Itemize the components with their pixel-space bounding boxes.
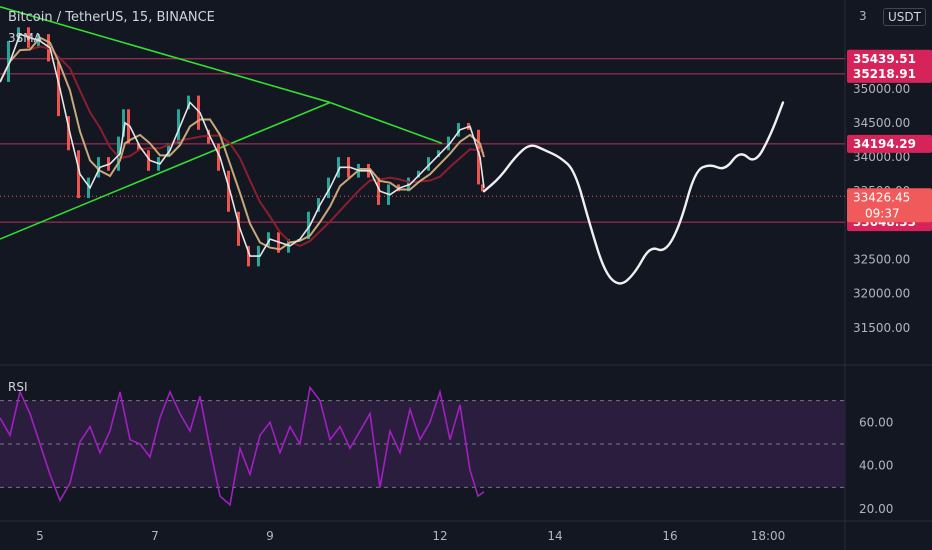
time-tick-label-0: 5 [36, 529, 44, 543]
time-tick-label-2: 9 [266, 529, 274, 543]
level-tag-label-1: 35218.91 [853, 67, 916, 81]
candle-50 [481, 184, 484, 192]
candle-45 [437, 150, 440, 158]
symbol-title: Bitcoin / TetherUS, 15, BINANCE [8, 10, 215, 25]
rsi-tick-label-0: 20.00 [859, 502, 893, 516]
price-tick-label-top: 3 [859, 9, 867, 23]
rsi-panel [0, 400, 845, 488]
level-tag-bg-2 [847, 134, 932, 153]
price-tick-label-1: 32000.00 [853, 287, 910, 301]
sma-fast-line [0, 33, 485, 257]
indicator-label: 3SMA [8, 31, 42, 45]
trend-lines [0, 6, 443, 240]
candle-26 [247, 245, 250, 267]
candle-12 [117, 136, 120, 171]
candle-14 [127, 109, 130, 144]
candle-18 [167, 143, 170, 158]
candle-21 [197, 95, 200, 130]
sma-slow-line [0, 45, 485, 247]
level-tag-bg-0 [847, 49, 932, 68]
rsi-series [0, 385, 485, 507]
candle-7 [67, 116, 70, 151]
candle-47 [457, 122, 460, 137]
candle-34 [327, 177, 330, 199]
rsi-band-fill [0, 400, 845, 488]
candle-16 [147, 150, 150, 171]
candle-9 [87, 177, 90, 199]
candle-44 [427, 157, 430, 171]
price-tick-label-5: 34000.00 [853, 150, 910, 164]
candle-28 [267, 232, 270, 246]
rsi-tick-label-2: 60.00 [859, 415, 893, 429]
candle-24 [227, 170, 230, 212]
drawn-forecast-path [482, 101, 785, 285]
forecast-path [482, 101, 785, 285]
price-axis: 31500.0032000.0032500.0033000.0033500.00… [847, 9, 932, 516]
candle-35 [337, 157, 340, 178]
rsi-line [0, 385, 485, 507]
candle-6 [57, 61, 60, 117]
candle-25 [237, 211, 240, 246]
currency-button[interactable]: USDT [883, 8, 926, 26]
time-tick-label-6: 18:00 [751, 529, 786, 543]
level-tag-label-2: 34194.29 [853, 137, 916, 151]
candle-20 [187, 95, 190, 110]
rsi-label: RSI [8, 380, 28, 394]
candle-1 [7, 40, 10, 82]
level-tag-label-0: 35439.51 [853, 52, 916, 66]
time-axis: 5 7 9 12 14 16 18:00 [36, 529, 785, 543]
candle-19 [177, 109, 180, 144]
candle-2 [17, 27, 20, 41]
candle-15 [137, 143, 140, 151]
price-tick-label-6: 34500.00 [853, 116, 910, 130]
trend-line-2 [0, 101, 331, 240]
sma-mid-line [0, 36, 485, 251]
candle-46 [447, 136, 450, 151]
level-tag-bg-1 [847, 64, 932, 83]
candle-43 [417, 170, 420, 178]
current-price-tag-label: 33426.45 [853, 190, 910, 204]
candle-13 [122, 109, 125, 137]
time-tick-label-1: 7 [151, 529, 159, 543]
price-series [0, 27, 485, 267]
candle-10 [97, 157, 100, 178]
current-price-tag-bg [847, 188, 932, 223]
time-tick-label-5: 16 [662, 529, 677, 543]
candle-33 [317, 198, 320, 212]
price-tick-label-7: 35000.00 [853, 82, 910, 96]
price-tick-label-0: 31500.00 [853, 321, 910, 335]
candle-49 [477, 129, 480, 185]
trend-line-1 [329, 101, 443, 145]
candle-32 [307, 211, 310, 240]
current-price-countdown: 09:37 [865, 206, 900, 220]
price-tick-label-2: 32500.00 [853, 253, 910, 267]
candle-23 [217, 143, 220, 171]
time-tick-label-3: 12 [432, 529, 447, 543]
time-tick-label-4: 14 [547, 529, 562, 543]
horizontal-levels [0, 58, 845, 223]
candle-8 [77, 150, 80, 199]
rsi-tick-label-1: 40.00 [859, 459, 893, 473]
trend-line-0 [0, 6, 331, 104]
candle-39 [377, 177, 380, 205]
